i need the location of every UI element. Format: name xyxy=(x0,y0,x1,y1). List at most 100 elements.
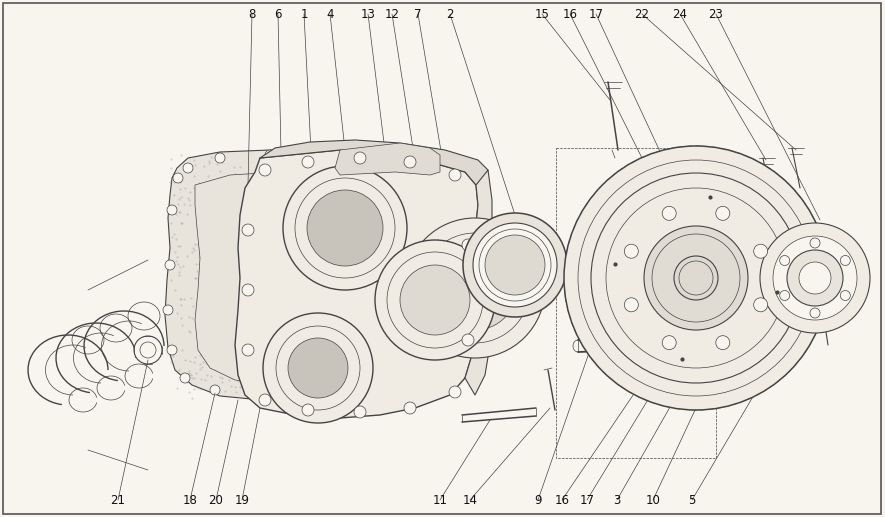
Text: 11: 11 xyxy=(433,494,448,507)
Text: 20: 20 xyxy=(209,494,223,507)
Circle shape xyxy=(288,338,348,398)
Circle shape xyxy=(242,224,254,236)
Circle shape xyxy=(449,169,461,181)
Text: 10: 10 xyxy=(645,494,660,507)
Bar xyxy=(556,148,716,458)
Text: 2: 2 xyxy=(446,8,454,21)
Circle shape xyxy=(810,308,820,318)
Circle shape xyxy=(167,345,177,355)
Circle shape xyxy=(841,291,850,300)
Circle shape xyxy=(404,156,416,168)
Circle shape xyxy=(642,364,650,372)
Circle shape xyxy=(564,146,828,410)
Text: 18: 18 xyxy=(182,494,197,507)
Circle shape xyxy=(719,336,731,348)
Circle shape xyxy=(662,206,676,220)
Circle shape xyxy=(780,255,789,266)
Circle shape xyxy=(810,238,820,248)
Circle shape xyxy=(259,394,271,406)
Circle shape xyxy=(682,350,698,366)
Circle shape xyxy=(659,363,667,371)
Circle shape xyxy=(165,260,175,270)
Circle shape xyxy=(215,153,225,163)
Circle shape xyxy=(259,164,271,176)
Circle shape xyxy=(173,173,183,183)
Circle shape xyxy=(433,246,517,330)
Circle shape xyxy=(183,163,193,173)
Text: 19: 19 xyxy=(235,494,250,507)
Circle shape xyxy=(242,284,254,296)
Circle shape xyxy=(638,360,654,376)
Circle shape xyxy=(354,406,366,418)
Text: 21: 21 xyxy=(111,494,126,507)
Circle shape xyxy=(816,269,830,283)
Circle shape xyxy=(134,336,162,364)
Circle shape xyxy=(167,205,177,215)
Circle shape xyxy=(400,265,470,335)
Circle shape xyxy=(760,223,870,333)
Circle shape xyxy=(365,255,375,265)
Polygon shape xyxy=(165,150,378,400)
Circle shape xyxy=(841,255,850,266)
Text: 1: 1 xyxy=(300,8,308,21)
Circle shape xyxy=(265,150,275,160)
Text: 8: 8 xyxy=(249,8,256,21)
Circle shape xyxy=(283,166,407,290)
Circle shape xyxy=(657,156,669,168)
Circle shape xyxy=(263,313,373,423)
Circle shape xyxy=(716,336,730,349)
Circle shape xyxy=(773,236,857,320)
Text: 9: 9 xyxy=(535,494,542,507)
Circle shape xyxy=(787,250,843,306)
Circle shape xyxy=(655,359,671,375)
Circle shape xyxy=(674,256,718,300)
Circle shape xyxy=(242,344,254,356)
Circle shape xyxy=(325,155,335,165)
Text: 3: 3 xyxy=(613,494,620,507)
Circle shape xyxy=(780,291,789,300)
Circle shape xyxy=(591,173,801,383)
Circle shape xyxy=(662,336,676,349)
Circle shape xyxy=(485,235,545,295)
Text: 14: 14 xyxy=(463,494,478,507)
Circle shape xyxy=(624,298,638,312)
Circle shape xyxy=(307,190,383,266)
Circle shape xyxy=(676,344,704,372)
Polygon shape xyxy=(195,172,362,385)
Circle shape xyxy=(335,377,345,387)
Circle shape xyxy=(354,152,366,164)
Text: 6: 6 xyxy=(274,8,281,21)
Text: 22: 22 xyxy=(635,8,650,21)
Circle shape xyxy=(637,158,651,172)
Circle shape xyxy=(754,298,767,312)
Circle shape xyxy=(799,262,831,294)
Circle shape xyxy=(210,385,220,395)
Circle shape xyxy=(716,206,730,220)
Text: 16: 16 xyxy=(555,494,570,507)
Circle shape xyxy=(449,386,461,398)
Text: 17: 17 xyxy=(589,8,604,21)
Circle shape xyxy=(375,240,495,360)
Text: 23: 23 xyxy=(709,8,723,21)
Circle shape xyxy=(363,305,373,315)
Polygon shape xyxy=(465,170,492,395)
Circle shape xyxy=(578,160,814,396)
Text: 17: 17 xyxy=(580,494,595,507)
Circle shape xyxy=(302,404,314,416)
Circle shape xyxy=(606,188,786,368)
Text: 13: 13 xyxy=(360,8,375,21)
Circle shape xyxy=(754,244,767,258)
Circle shape xyxy=(462,334,474,346)
Text: 12: 12 xyxy=(384,8,399,21)
Circle shape xyxy=(140,342,156,358)
Polygon shape xyxy=(235,150,478,418)
Circle shape xyxy=(357,165,367,175)
Circle shape xyxy=(357,353,367,363)
Circle shape xyxy=(462,239,474,251)
Text: 16: 16 xyxy=(563,8,578,21)
Polygon shape xyxy=(260,140,488,185)
Circle shape xyxy=(250,390,260,400)
Polygon shape xyxy=(335,143,440,175)
Text: 4: 4 xyxy=(327,8,334,21)
Circle shape xyxy=(365,195,375,205)
